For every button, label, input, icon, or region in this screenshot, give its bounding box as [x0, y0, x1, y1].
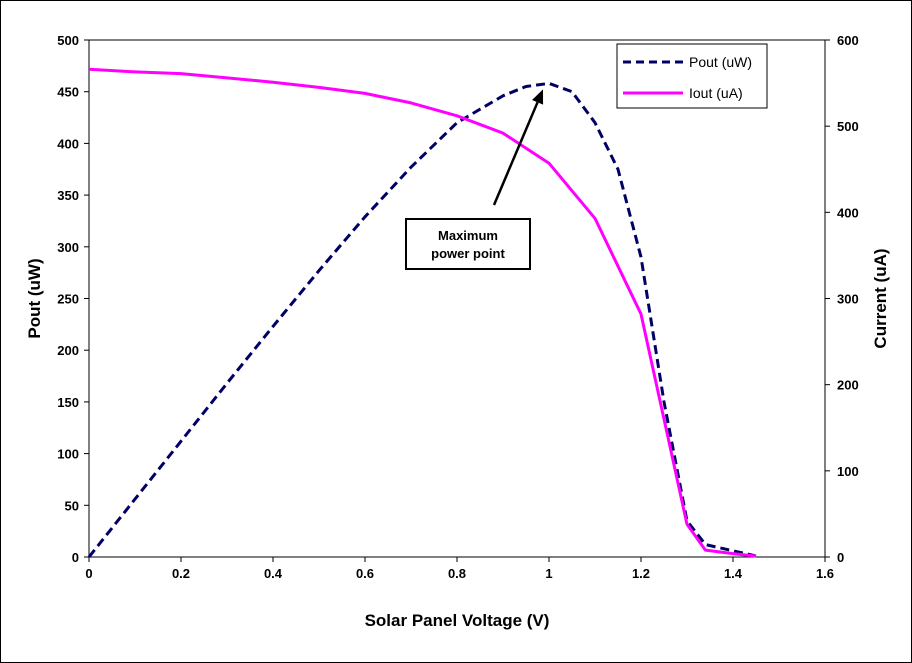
annotation-arrow [492, 101, 539, 206]
x-tick-label: 0.6 [356, 566, 374, 581]
y2-tick-label: 200 [837, 378, 859, 393]
y-tick-label: 50 [65, 498, 79, 513]
legend: Pout (uW) Iout (uA) [616, 43, 768, 109]
legend-label-pout: Pout (uW) [689, 54, 752, 70]
max-power-annotation: Maximum power point [405, 89, 544, 270]
y2-axis-ticks: 0 100 200 300 400 500 600 [825, 33, 859, 565]
y-tick-label: 450 [57, 85, 79, 100]
y-tick-label: 100 [57, 447, 79, 462]
y2-tick-label: 400 [837, 205, 859, 220]
y-tick-label: 400 [57, 136, 79, 151]
x-tick-label: 1.6 [816, 566, 834, 581]
x-tick-label: 0.8 [448, 566, 466, 581]
x-tick-label: 1.2 [632, 566, 650, 581]
y-axis-ticks: 0 50 100 150 200 250 300 350 400 450 500 [57, 33, 89, 565]
y-tick-label: 250 [57, 292, 79, 307]
y2-tick-label: 300 [837, 292, 859, 307]
y2-tick-label: 500 [837, 119, 859, 134]
y-tick-label: 0 [72, 550, 79, 565]
y-tick-label: 350 [57, 188, 79, 203]
y-tick-label: 500 [57, 33, 79, 48]
x-axis-ticks: 0 0.2 0.4 0.6 0.8 1 1.2 1.4 1.6 [85, 557, 834, 581]
y2-tick-label: 600 [837, 33, 859, 48]
x-tick-label: 1.4 [724, 566, 743, 581]
y2-axis-title: Current (uA) [871, 248, 890, 348]
x-tick-label: 0 [85, 566, 92, 581]
legend-label-iout: Iout (uA) [689, 85, 743, 101]
y-tick-label: 150 [57, 395, 79, 410]
annotation-text-line1: Maximum [438, 228, 498, 243]
series-layer [87, 67, 757, 558]
series-line-iout [88, 67, 757, 558]
series-line-pout [87, 81, 757, 558]
annotation-text-line2: power point [431, 246, 505, 261]
x-tick-label: 0.2 [172, 566, 190, 581]
legend-box [616, 43, 768, 109]
x-tick-label: 1 [545, 566, 552, 581]
y-tick-label: 300 [57, 240, 79, 255]
x-axis-title: Solar Panel Voltage (V) [365, 611, 550, 630]
y-tick-label: 200 [57, 343, 79, 358]
annotation-arrowhead [532, 89, 544, 105]
y2-tick-label: 100 [837, 464, 859, 479]
plot-area [88, 39, 826, 558]
y2-tick-label: 0 [837, 550, 844, 565]
y-axis-title: Pout (uW) [25, 258, 44, 338]
x-tick-label: 0.4 [264, 566, 283, 581]
annotation-box [405, 218, 531, 270]
